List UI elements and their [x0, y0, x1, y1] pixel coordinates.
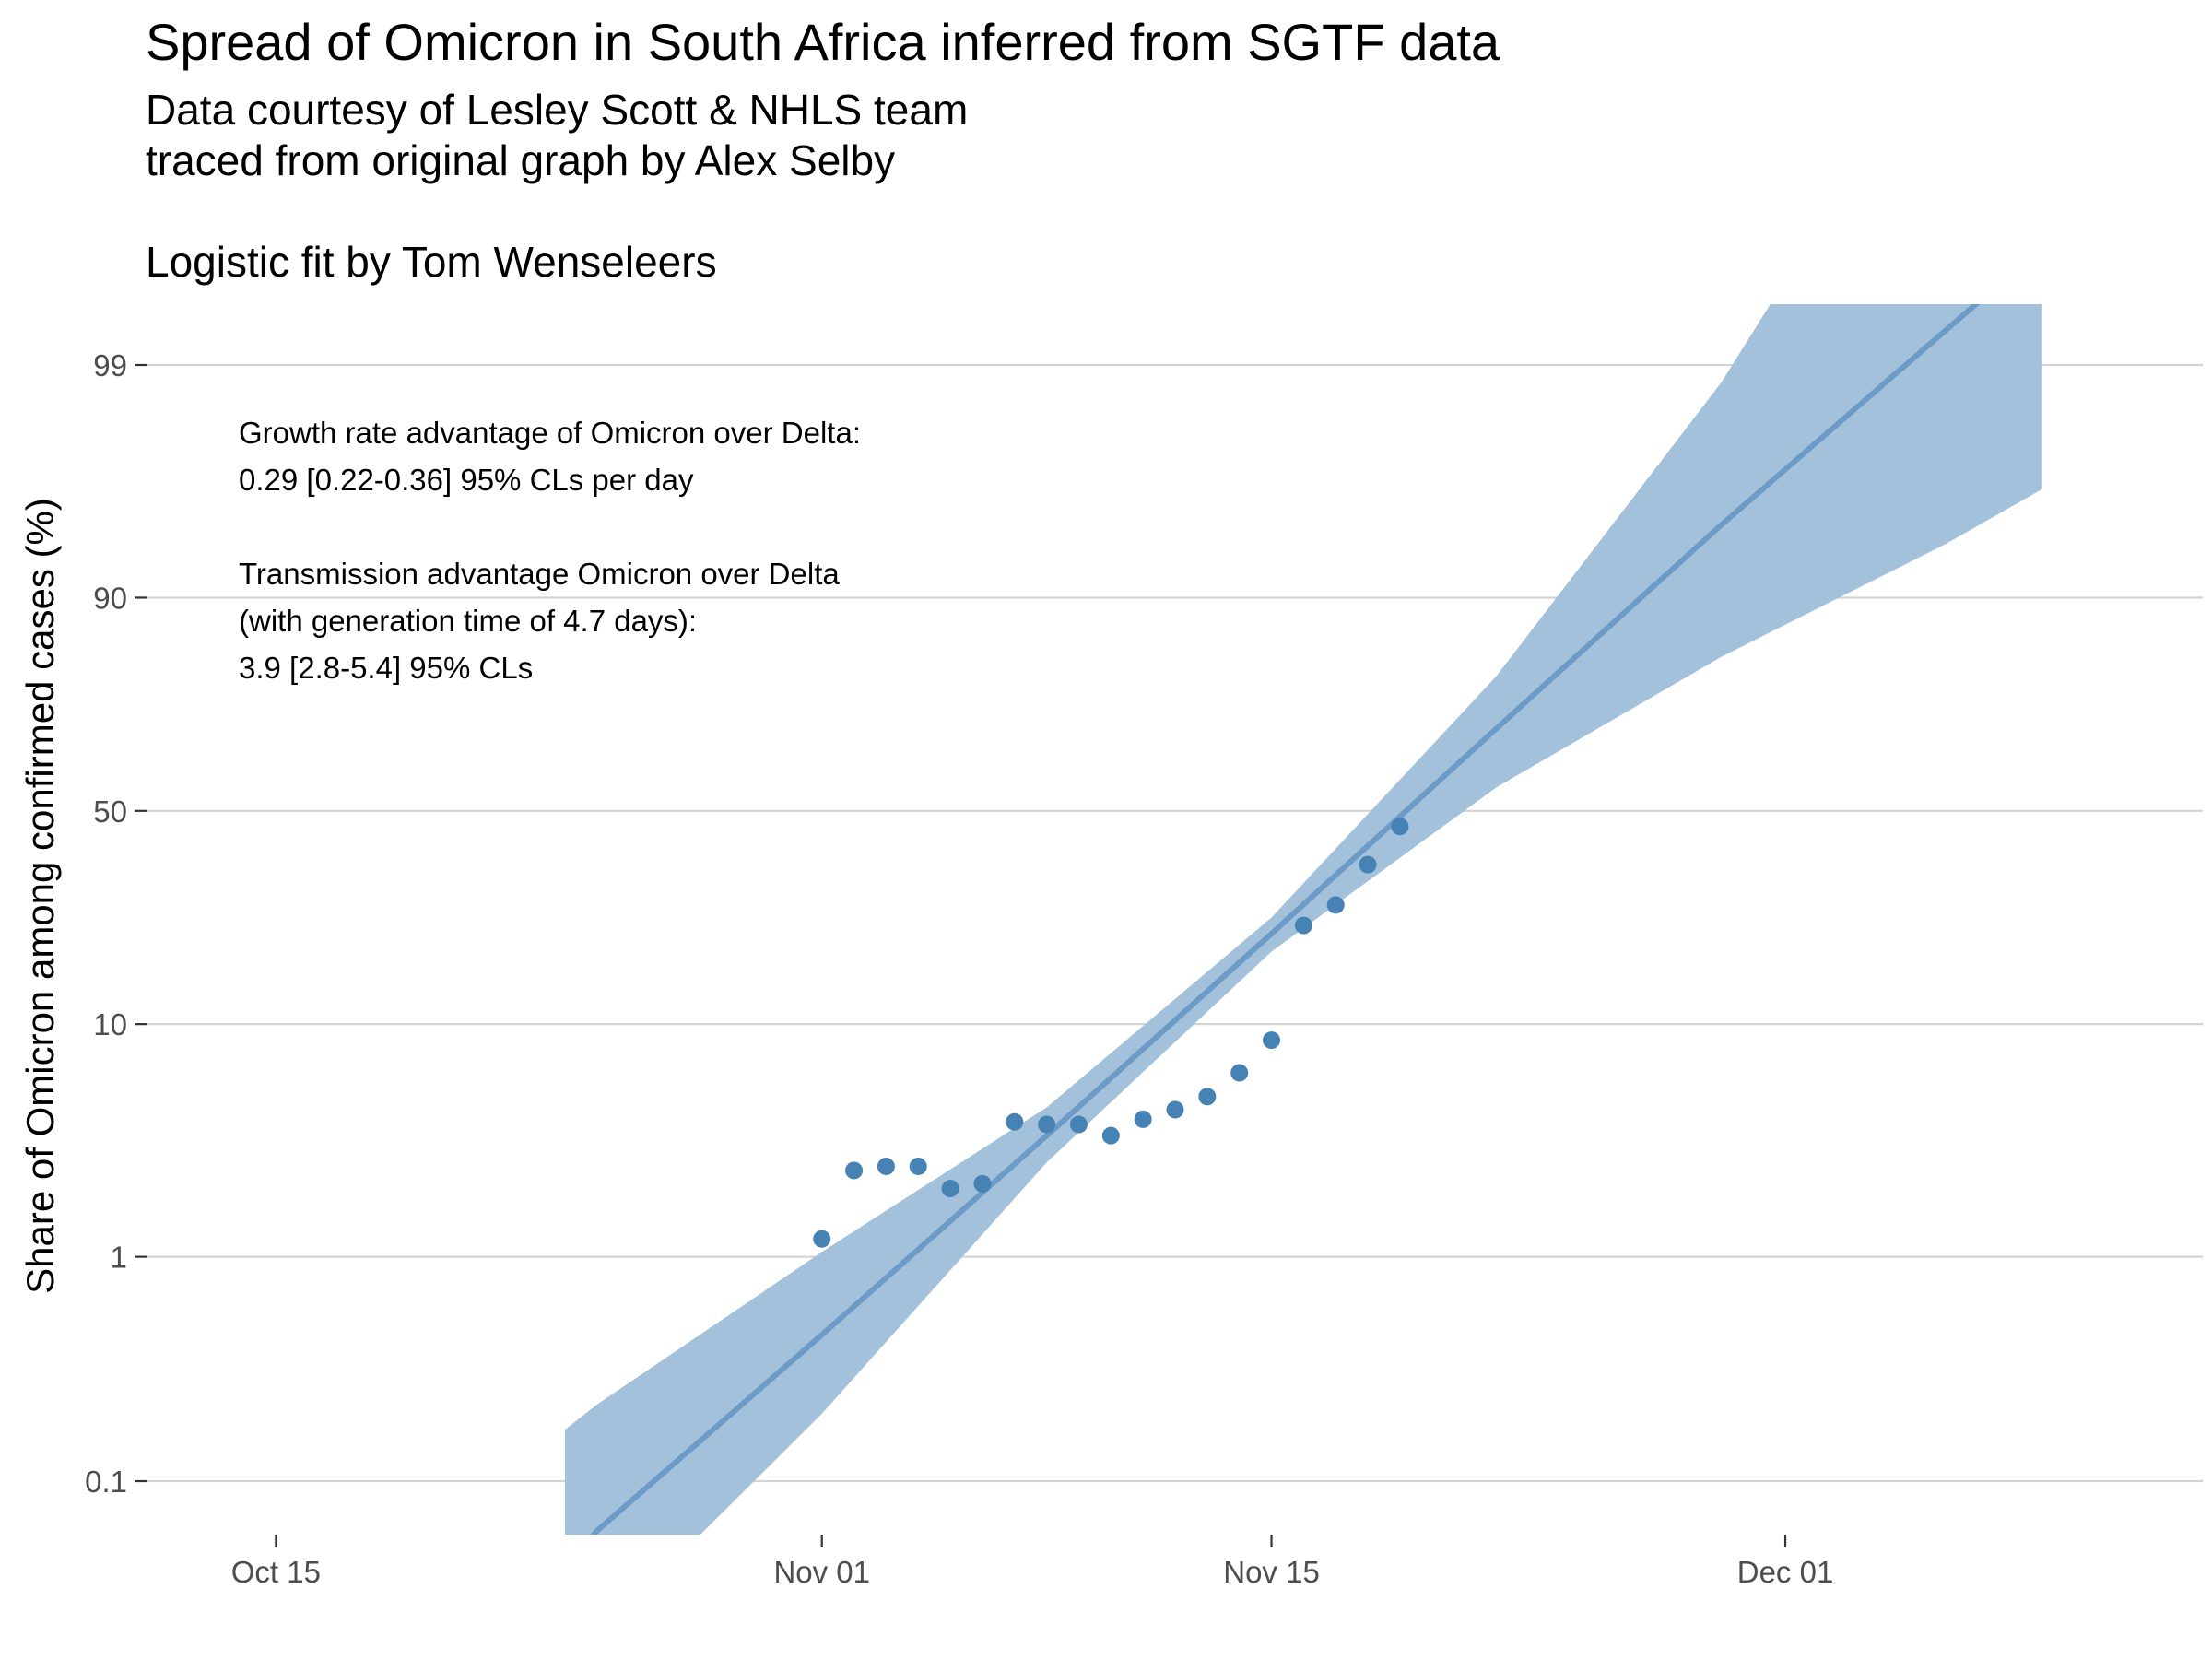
data-point — [1166, 1100, 1184, 1119]
y-tick-label: 90 — [93, 581, 127, 615]
annotation-line-5: (with generation time of 4.7 days): — [239, 604, 698, 638]
annotation-line-2: 0.29 [0.22-0.36] 95% CLs per day — [239, 463, 694, 497]
confidence-ribbon — [565, 304, 2042, 1535]
y-tick-label: 0.1 — [85, 1465, 127, 1499]
gridlines — [147, 363, 2203, 1483]
x-tick-label: Nov 15 — [1223, 1555, 1320, 1589]
data-point — [973, 1174, 992, 1193]
data-point — [1294, 916, 1312, 935]
data-point — [1134, 1110, 1152, 1128]
data-point — [1359, 855, 1377, 874]
annotation-line-3 — [239, 503, 861, 550]
confidence-ribbon-layer — [565, 304, 2042, 1535]
x-tick-label: Dec 01 — [1737, 1555, 1834, 1589]
data-point — [909, 1158, 927, 1176]
data-point — [1230, 1064, 1249, 1082]
chart-title: Spread of Omicron in South Africa inferr… — [146, 13, 1500, 71]
y-tick-label: 10 — [93, 1007, 127, 1041]
annotation-line-4: Transmission advantage Omicron over Delt… — [239, 557, 840, 591]
data-point — [1391, 818, 1409, 836]
data-point — [813, 1230, 831, 1248]
y-tick-label: 50 — [93, 794, 127, 829]
x-axis: Oct 15 Nov 01 Nov 15 Dec 01 — [231, 1535, 1834, 1589]
subtitle-line-2: traced from original graph by Alex Selby — [146, 136, 896, 184]
y-tick-label: 1 — [111, 1241, 127, 1275]
fit-line-layer — [590, 304, 1981, 1535]
data-point — [941, 1180, 959, 1198]
data-point — [1038, 1115, 1056, 1134]
data-point — [1101, 1126, 1120, 1145]
x-tick-label: Oct 15 — [231, 1555, 321, 1589]
x-tick-label: Nov 01 — [773, 1555, 870, 1589]
fit-line — [590, 304, 1981, 1535]
subtitle-line-1: Data courtesy of Lesley Scott & NHLS tea… — [146, 86, 969, 134]
data-point — [1006, 1112, 1024, 1131]
data-point — [877, 1158, 895, 1176]
chart-subtitle: Data courtesy of Lesley Scott & NHLS tea… — [146, 85, 968, 288]
subtitle-line-4: Logistic fit by Tom Wenseleers — [146, 238, 717, 286]
data-point — [1326, 896, 1345, 914]
data-point — [845, 1161, 864, 1180]
data-point — [1198, 1088, 1217, 1106]
data-points — [813, 818, 1409, 1248]
data-point — [1263, 1031, 1281, 1050]
y-tick-label: 99 — [93, 348, 127, 382]
data-point — [1069, 1115, 1088, 1134]
annotation-line-1: Growth rate advantage of Omicron over De… — [239, 416, 861, 450]
annotation-line-6: 3.9 [2.8-5.4] 95% CLs — [239, 651, 534, 685]
growth-annotation: Growth rate advantage of Omicron over De… — [239, 409, 861, 691]
y-axis: 0.1 1 10 50 90 99 — [85, 348, 147, 1499]
